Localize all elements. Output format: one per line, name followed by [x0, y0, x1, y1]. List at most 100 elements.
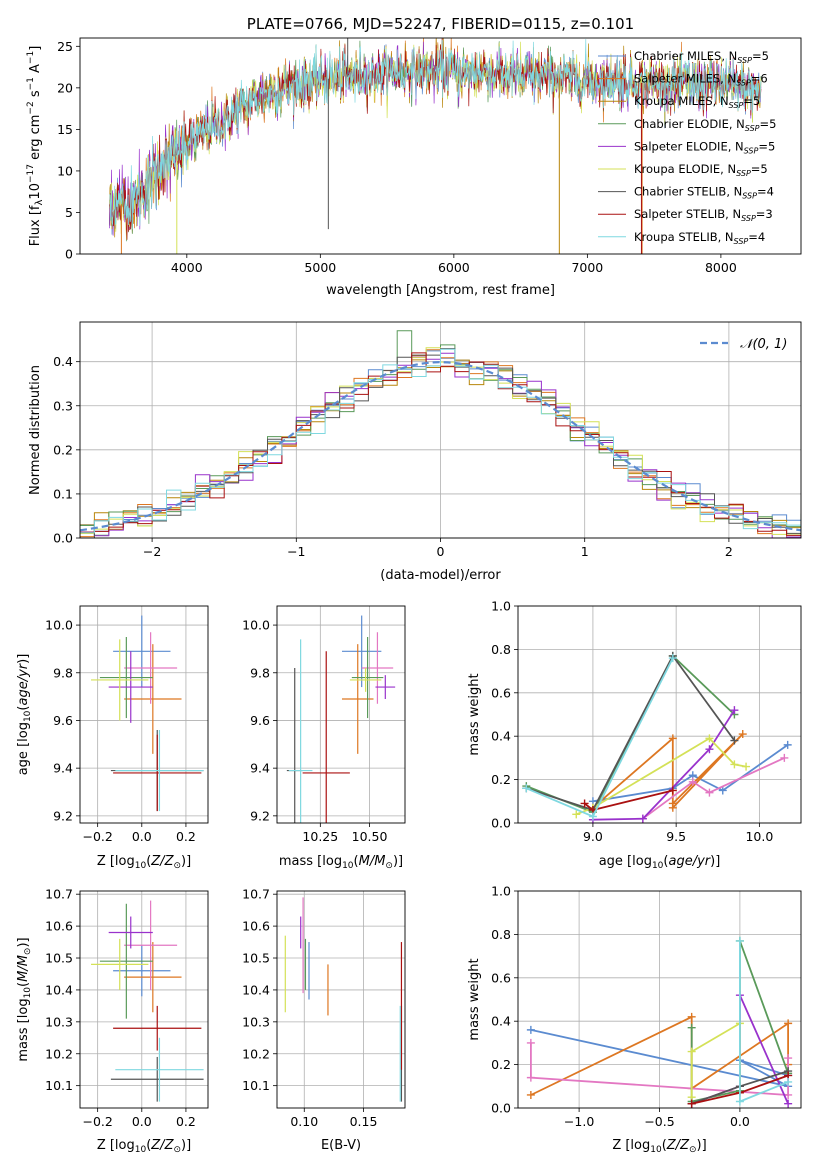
- x-tick-label: −0.2: [82, 1114, 112, 1129]
- y-tick-label: 10.1: [45, 1078, 73, 1093]
- histogram-lines: [80, 330, 801, 538]
- y-axis-label: Flux [fλ10−17 erg cm−2 s−1 A−1]: [26, 46, 45, 247]
- y-tick-label: 10.4: [242, 982, 270, 997]
- weight-point-marker: [784, 1019, 793, 1028]
- weight-lines: [526, 936, 793, 1108]
- axes-frame: [79, 890, 209, 1109]
- weight-point-marker: [638, 814, 647, 823]
- x-axis-label: Z [log10(Z/Z⊙)]: [612, 1138, 706, 1155]
- y-tick-label: 10: [57, 163, 73, 178]
- normal-curve: [80, 360, 801, 532]
- y-tick-label: 5: [65, 205, 73, 220]
- spectrum-legend: Chabrier MILES, NSSP=5 Salpeter MILES, NS…: [598, 49, 776, 246]
- legend-label: Chabrier STELIB, NSSP=4: [634, 185, 774, 201]
- y-tick-label: 0.6: [491, 970, 511, 985]
- weight-point-marker: [522, 784, 531, 793]
- y-tick-label: 10.5: [45, 951, 73, 966]
- y-tick-label: 15: [57, 122, 73, 137]
- y-tick-label: 10.2: [242, 1046, 270, 1061]
- y-tick-label: 0.6: [491, 685, 511, 700]
- errorbars: [284, 897, 403, 1102]
- weight-point-marker: [780, 753, 789, 762]
- weight-vs-age-axes: 9.0 9.5 10.0 0.0 0.2 0.4 0.6 0.8 1.0 mass weight a…: [467, 599, 802, 871]
- weight-point-marker: [705, 788, 714, 797]
- x-axis-label: Z [log10(Z/Z⊙)]: [97, 854, 191, 871]
- weight-point-marker: [718, 786, 727, 795]
- y-tick-label: 10.5: [242, 951, 270, 966]
- y-tick-label: 9.4: [53, 761, 73, 776]
- mass-vs-ebv-axes: 0.10 0.15 10.1 10.2 10.3 10.4 10.5 10.6 10.7 E(B-…: [242, 887, 406, 1153]
- legend-label: Kroupa STELIB, NSSP=4: [634, 230, 765, 246]
- y-tick-label: 10.0: [242, 618, 270, 633]
- weight-point-marker: [730, 706, 739, 715]
- y-tick-label: 10.4: [45, 982, 73, 997]
- weight-point-marker: [784, 1099, 793, 1108]
- y-tick-label: 0.8: [491, 642, 511, 657]
- y-tick-label: 10.6: [242, 919, 270, 934]
- x-tick-label: 0.10: [290, 1114, 318, 1129]
- mass-vs-Z-axes: −0.2 0.0 0.2 10.1 10.2 10.3 10.4 10.5 10.6 10.7 Z …: [16, 887, 209, 1155]
- x-tick-label: 7000: [571, 260, 603, 275]
- y-axis-label: Normed distribution: [28, 365, 43, 495]
- weight-point-marker: [687, 1099, 696, 1108]
- x-tick-label: −1: [287, 544, 305, 559]
- x-axis-label: (data-model)/error: [380, 568, 501, 583]
- x-tick-label: 9.0: [583, 829, 603, 844]
- weight-series-line: [642, 757, 785, 820]
- weight-point-marker: [687, 1012, 696, 1021]
- y-tick-label: 20: [57, 80, 73, 95]
- axes-frame: [517, 605, 802, 824]
- y-tick-label: 0: [65, 247, 73, 262]
- weight-series-line: [575, 737, 747, 816]
- weight-point-marker: [730, 736, 739, 745]
- y-tick-label: 9.8: [250, 665, 270, 680]
- weight-point-marker: [705, 734, 714, 743]
- x-tick-label: 5000: [304, 260, 336, 275]
- weight-point-marker: [687, 1023, 696, 1032]
- legend-label: 𝒩(0, 1): [740, 337, 787, 352]
- weight-point-marker: [730, 760, 739, 769]
- weight-point-marker: [526, 1025, 535, 1034]
- axes-frame: [276, 605, 406, 824]
- axes-frame: [79, 605, 209, 824]
- weight-series-line: [526, 654, 736, 812]
- legend-label: Chabrier ELODIE, NSSP=5: [634, 117, 776, 133]
- weight-point-marker: [784, 1077, 793, 1086]
- x-tick-label: 1: [581, 544, 589, 559]
- weight-point-marker: [526, 1038, 535, 1047]
- y-tick-label: 9.2: [53, 808, 73, 823]
- y-tick-label: 0.2: [491, 772, 511, 787]
- y-tick-label: 10.1: [242, 1078, 270, 1093]
- axes-frame: [79, 321, 802, 539]
- y-tick-label: 25: [57, 39, 73, 54]
- legend-label: Salpeter STELIB, NSSP=3: [634, 207, 773, 223]
- x-axis-label: wavelength [Angstrom, rest frame]: [326, 283, 555, 298]
- residual-axes: −2 −1 0 1 2 0.0 0.1 0.2 0.3 0.4 (data-model)/error…: [28, 321, 802, 583]
- legend-label: Chabrier MILES, NSSP=5: [634, 49, 769, 65]
- x-tick-label: −2: [143, 544, 161, 559]
- weight-point-marker: [735, 1097, 744, 1106]
- age-vs-Z-axes: −0.2 0.0 0.2 9.2 9.4 9.6 9.8 10.0 Z [log10(Z/Z⊙)…: [16, 605, 209, 871]
- y-tick-label: 9.4: [250, 761, 270, 776]
- weight-point-marker: [668, 786, 677, 795]
- weight-point-marker: [784, 1090, 793, 1099]
- x-tick-label: −0.5: [644, 1114, 674, 1129]
- errorbars: [286, 615, 396, 823]
- weight-point-marker: [526, 1090, 535, 1099]
- weight-point-marker: [668, 654, 677, 663]
- axes-frame: [79, 37, 802, 255]
- x-tick-label: 9.5: [666, 829, 686, 844]
- weight-point-marker: [705, 745, 714, 754]
- spectrum-series-line: [109, 39, 762, 230]
- y-tick-label: 1.0: [491, 884, 511, 899]
- weight-point-marker: [526, 1073, 535, 1082]
- y-tick-label: 0.4: [491, 1014, 511, 1029]
- spectrum-lines: [109, 38, 762, 254]
- x-tick-label: 0.0: [730, 1114, 750, 1129]
- y-tick-label: 10.7: [45, 887, 73, 902]
- x-tick-label: −1.0: [564, 1114, 594, 1129]
- y-tick-label: 0.3: [53, 398, 73, 413]
- spectrum-axes: 4000 5000 6000 7000 8000 0 5 10 15 20 25 PLATE=0766…: [26, 15, 802, 298]
- spectrum-series-line: [109, 38, 762, 240]
